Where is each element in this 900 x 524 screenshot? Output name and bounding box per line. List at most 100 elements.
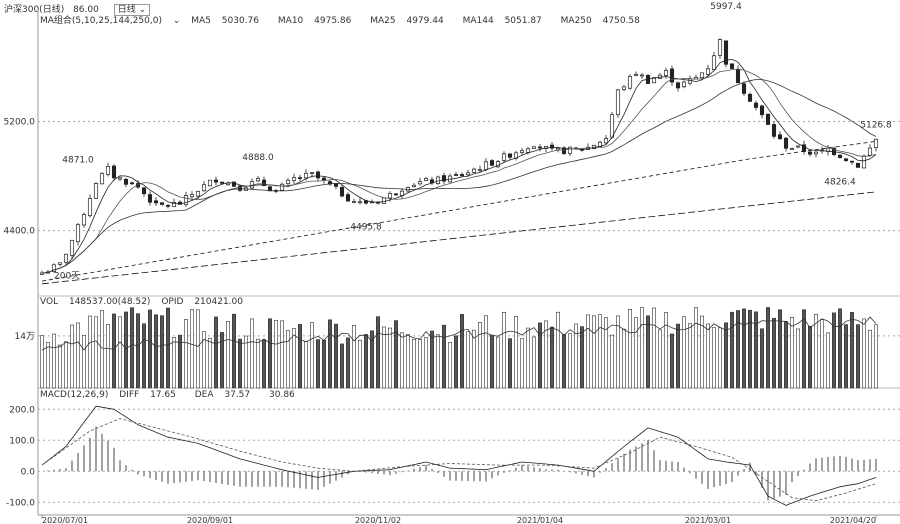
volume-bar — [220, 332, 225, 389]
candle-body — [339, 187, 345, 197]
candle-body — [213, 179, 219, 183]
volume-bar — [429, 330, 434, 389]
volume-bar — [309, 322, 314, 389]
candle-body — [723, 40, 729, 65]
candle-body — [291, 177, 297, 181]
candle-body — [705, 68, 711, 75]
volume-bar — [112, 313, 117, 389]
diff-value: 17.65 — [150, 390, 176, 400]
candle-body — [117, 177, 123, 180]
ma25-name: MA25 — [370, 16, 396, 26]
chart-header: 沪深300(日线) 86.00 日线 ⌄ — [4, 2, 151, 16]
volume-bar — [597, 314, 602, 389]
ma250-name: MA250 — [560, 16, 592, 26]
candle-body — [315, 171, 321, 179]
volume-bar — [279, 320, 284, 389]
candle-body — [837, 154, 843, 158]
volume-bar — [423, 337, 428, 389]
volume-bar — [513, 315, 518, 389]
candle-body — [345, 194, 351, 202]
volume-bar — [148, 309, 153, 389]
volume-bar — [627, 309, 632, 389]
ma10-value: 4975.86 — [314, 16, 352, 26]
volume-bar — [315, 339, 320, 389]
x-tick-label: 2020/09/01 — [187, 516, 233, 524]
volume-bar — [190, 309, 195, 389]
candle-body — [663, 70, 669, 76]
volume-bar — [441, 324, 446, 389]
volume-bar — [849, 312, 854, 389]
volume-bar — [861, 318, 866, 389]
candle-body — [417, 181, 423, 185]
candle-body — [741, 83, 747, 94]
volume-bar — [489, 334, 494, 389]
volume-bar — [387, 327, 392, 389]
candle-body — [207, 179, 213, 187]
volume-bar — [699, 315, 704, 389]
volume-bar — [471, 329, 476, 389]
macd-indicator-bar: MACD(12,26,9) DIFF 17.65 DEA 37.57 30.86 — [40, 390, 303, 400]
volume-bar — [777, 309, 782, 389]
candle-body — [483, 161, 489, 170]
volume-bar — [184, 319, 189, 389]
candle-body — [321, 177, 327, 181]
candle-body — [555, 147, 561, 151]
candle-body — [93, 183, 99, 199]
main-indicator-bar: MA组合(5,10,25,144,250,0) ⌄ MA5 5030.76 MA… — [40, 13, 656, 26]
candle-body — [183, 195, 189, 205]
volume-bar — [591, 315, 596, 389]
volume-bar — [771, 317, 776, 389]
volume-bar — [447, 342, 452, 389]
volume-bar — [118, 316, 123, 389]
candle-body — [411, 184, 417, 188]
volume-bar — [477, 322, 482, 389]
ma144-value: 5051.87 — [504, 16, 542, 26]
candle-body — [357, 201, 363, 204]
volume-bar — [651, 307, 656, 389]
volume-bar — [136, 313, 141, 389]
candle-body — [861, 156, 867, 169]
candle-body — [147, 194, 153, 203]
ma25-value: 4979.44 — [406, 16, 444, 26]
candle-body — [195, 190, 201, 197]
candle-body — [141, 187, 147, 195]
volume-bar — [609, 334, 614, 389]
volume-indicator-bar: VOL 148537.00(48.52) OPID 210421.00 — [40, 297, 259, 307]
candle-body — [351, 201, 357, 203]
volume-bar — [351, 325, 356, 389]
volume-bar — [561, 334, 566, 389]
candle-body — [717, 39, 723, 56]
candle-body — [735, 68, 741, 84]
candle-body — [459, 174, 465, 177]
volume-bar — [124, 311, 129, 389]
candle-body — [639, 74, 645, 77]
ma250-value: 4750.58 — [602, 16, 640, 26]
volume-bar — [321, 339, 326, 389]
candle-body — [675, 82, 681, 89]
period-selector[interactable]: 日线 ⌄ — [113, 4, 151, 16]
volume-bar — [663, 312, 668, 389]
candle-body — [75, 224, 81, 242]
candle-body — [99, 173, 105, 185]
candle-body — [783, 137, 789, 149]
candle-body — [135, 183, 141, 188]
volume-bar — [501, 311, 506, 389]
x-tick-label: 2021/04/20 — [830, 516, 876, 524]
volume-bar — [45, 342, 50, 389]
vol-value: 148537.00(48.52) — [68, 297, 151, 307]
x-tick-label: 2021/01/04 — [517, 516, 563, 524]
volume-bar — [369, 330, 374, 389]
volume-bar — [393, 320, 398, 389]
x-tick-label: 2021/03/01 — [685, 516, 731, 524]
candle-body — [855, 162, 861, 168]
volume-bar — [232, 313, 237, 389]
candle-body — [69, 239, 75, 256]
volume-bar — [327, 319, 332, 389]
x-tick-label: 2020/11/02 — [355, 516, 401, 524]
candle-body — [165, 205, 171, 207]
volume-bar — [495, 336, 500, 389]
opid-name: OPID — [161, 297, 184, 307]
macd-tick-label: -100.0 — [6, 498, 35, 508]
